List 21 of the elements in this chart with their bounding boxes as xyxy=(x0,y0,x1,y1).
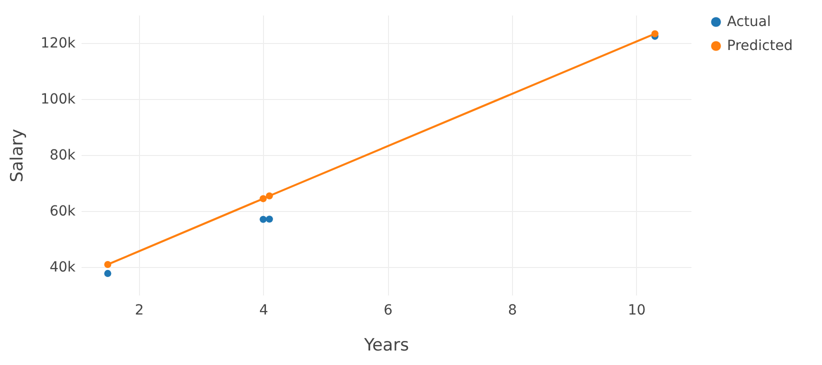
point xyxy=(266,192,273,200)
y-tick-label: 120k xyxy=(40,36,76,52)
x-tick-label: 8 xyxy=(508,302,517,318)
y-axis-title: Salary xyxy=(8,128,28,182)
point xyxy=(260,195,267,202)
x-tick-label: 6 xyxy=(384,302,393,318)
point xyxy=(104,270,112,277)
point xyxy=(266,216,273,223)
x-tick-label: 2 xyxy=(134,302,144,318)
point xyxy=(260,216,267,223)
y-tick-label: 40k xyxy=(50,260,76,276)
point xyxy=(651,30,658,38)
y-tick-label: 80k xyxy=(50,148,76,164)
x-tick-label: 10 xyxy=(628,302,646,318)
x-tick-label: 4 xyxy=(259,302,268,318)
point xyxy=(104,260,112,268)
legend-label: Predicted xyxy=(727,38,793,54)
y-tick-label: 100k xyxy=(40,92,76,108)
legend-label: Actual xyxy=(727,14,771,30)
x-axis-title: Years xyxy=(363,336,410,356)
y-tick-label: 60k xyxy=(50,204,76,220)
